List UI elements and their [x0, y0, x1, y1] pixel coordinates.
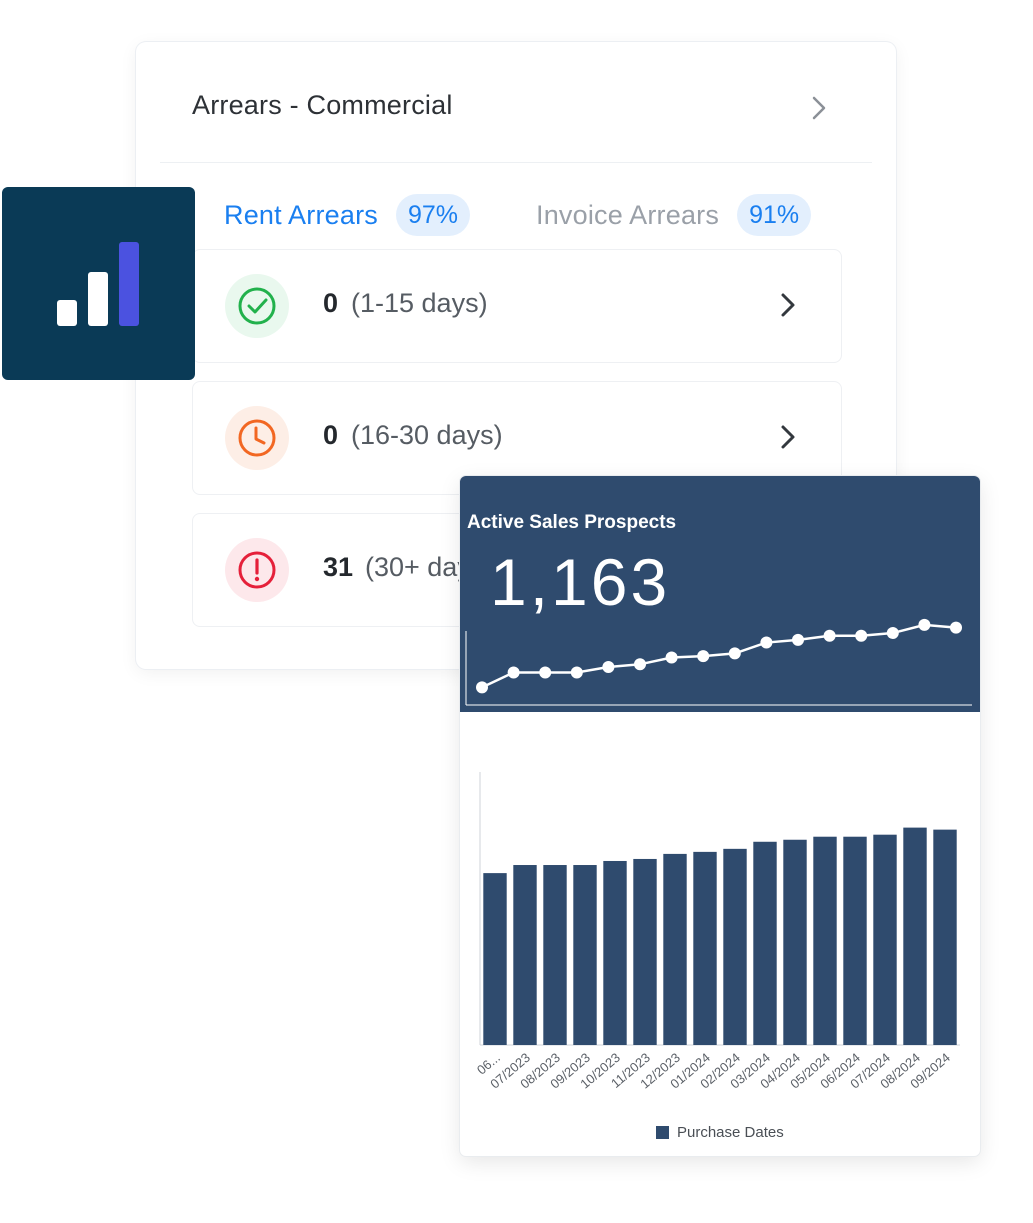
- sparkline-point: [476, 681, 488, 694]
- bar: [543, 865, 567, 1045]
- tab-rent-arrears-label: Rent Arrears: [224, 199, 378, 230]
- sparkline-chart: [465, 618, 972, 706]
- sparkline-point: [697, 650, 710, 663]
- bar: [633, 858, 657, 1045]
- bar: [783, 839, 807, 1045]
- sparkline-point: [918, 618, 931, 631]
- row-icon-background: [225, 406, 289, 470]
- legend-label: Purchase Dates: [677, 1124, 784, 1141]
- prospects-value: 1,163: [490, 545, 671, 619]
- row-count: 0: [323, 420, 339, 450]
- bar: [873, 834, 897, 1045]
- bar: [933, 829, 957, 1045]
- bar: [753, 841, 777, 1045]
- tab-rent-arrears-badge: 97%: [395, 194, 471, 236]
- legend-swatch: [656, 1126, 669, 1139]
- row-range: (1-15 days): [351, 288, 488, 318]
- bar: [813, 836, 837, 1045]
- arrears-card: Arrears - Commercial Rent Arrears 97% In…: [136, 42, 896, 669]
- row-range: (16-30 days): [351, 420, 503, 450]
- sparkline-point: [886, 627, 899, 640]
- bar: [513, 865, 537, 1045]
- row-icon-background: [225, 538, 289, 602]
- sparkline-point: [539, 666, 552, 679]
- tab-invoice-arrears[interactable]: Invoice Arrears 91%: [536, 194, 812, 236]
- row-icon-background: [225, 274, 289, 338]
- sparkline-point: [792, 633, 804, 646]
- bar: [663, 853, 687, 1045]
- arrears-title: Arrears - Commercial: [192, 90, 453, 120]
- bar: [483, 873, 507, 1045]
- bar-chart: 06...07/202308/202309/202310/202311/2023…: [474, 772, 960, 1092]
- sparkline-series: [481, 623, 957, 689]
- tab-invoice-arrears-badge: 91%: [737, 194, 812, 236]
- bar: [603, 860, 627, 1045]
- bar: [903, 827, 927, 1045]
- bar: [573, 865, 597, 1045]
- bar: [693, 851, 717, 1045]
- sparkline-point: [507, 666, 520, 679]
- arrears-row-1-15-days[interactable]: 0 (1-15 days): [192, 249, 842, 363]
- row-count: 0: [323, 288, 339, 318]
- prospects-charts: 06...07/202308/202309/202310/202311/2023…: [465, 618, 972, 1092]
- bar: [723, 848, 747, 1045]
- sparkline-point: [602, 661, 615, 674]
- arrears-header[interactable]: Arrears - Commercial: [160, 42, 872, 163]
- sparkline-point: [760, 636, 773, 649]
- chevron-right-icon[interactable]: [779, 422, 797, 452]
- sparkline-point: [950, 621, 962, 634]
- sparkline-point: [728, 647, 741, 660]
- check-circle-icon: [238, 287, 276, 325]
- tab-invoice-arrears-label: Invoice Arrears: [536, 199, 720, 230]
- prospects-title: Active Sales Prospects: [467, 512, 677, 533]
- sales-prospects-card: Active Sales Prospects 1,163 06... 07/202…: [460, 476, 980, 1156]
- chart-legend[interactable]: Purchase Dates: [656, 1124, 784, 1141]
- sparkline-point: [634, 658, 646, 671]
- bar: [843, 836, 867, 1045]
- sparkline-point: [823, 629, 836, 642]
- clock-icon: [238, 419, 276, 457]
- chevron-right-icon[interactable]: [810, 94, 828, 122]
- logo-tile: [2, 187, 195, 380]
- sparkline-point: [665, 651, 678, 664]
- chevron-right-icon[interactable]: [779, 290, 797, 320]
- tab-rent-arrears[interactable]: Rent Arrears 97%: [224, 194, 471, 236]
- sparkline-point: [570, 666, 583, 679]
- alert-circle-icon: [238, 551, 276, 589]
- row-count: 31: [323, 552, 354, 582]
- sparkline-point: [855, 629, 868, 642]
- bar-chart-icon: [57, 242, 139, 326]
